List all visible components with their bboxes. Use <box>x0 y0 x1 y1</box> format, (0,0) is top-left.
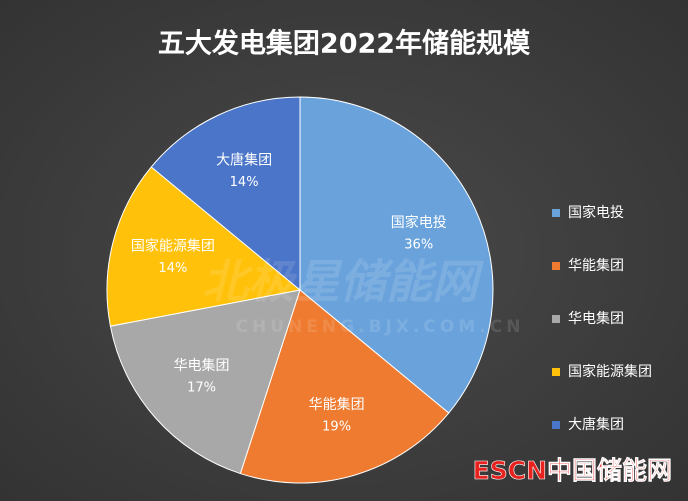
slice-label: 华电集团 <box>174 357 230 374</box>
pie-slice <box>106 166 302 327</box>
slice-value: 19% <box>322 420 351 435</box>
legend-label: 大唐集团 <box>568 416 624 433</box>
legend-label: 国家电投 <box>568 204 624 221</box>
slice-label: 大唐集团 <box>216 151 272 168</box>
slice-value: 17% <box>187 380 216 395</box>
legend-swatch <box>552 209 560 217</box>
slice-value: 14% <box>158 261 187 276</box>
legend-swatch <box>552 262 560 270</box>
pie-slice <box>239 289 450 484</box>
chart-title: 五大发电集团2022年储能规模 <box>158 28 530 60</box>
legend-label: 华能集团 <box>568 257 624 274</box>
legend-label: 国家能源集团 <box>568 363 652 380</box>
pie-slice <box>109 289 301 475</box>
pie-slice <box>150 96 301 292</box>
pie-slice <box>299 96 494 414</box>
pie <box>106 96 494 484</box>
legend-swatch <box>552 315 560 323</box>
logo: ESCN中国储能网 <box>473 456 672 485</box>
slice-value: 14% <box>230 175 259 190</box>
slice-label: 国家能源集团 <box>131 237 215 254</box>
slice-value: 36% <box>404 238 433 253</box>
watermark: 北极星储能网 <box>202 255 484 309</box>
slice-label: 国家电投 <box>391 214 447 231</box>
watermark-url: CHUNENG.BJX.COM.CN <box>236 317 525 337</box>
legend-swatch <box>552 368 560 376</box>
slice-label: 华能集团 <box>309 396 365 413</box>
legend-swatch <box>552 421 560 429</box>
legend-label: 华电集团 <box>568 310 624 327</box>
